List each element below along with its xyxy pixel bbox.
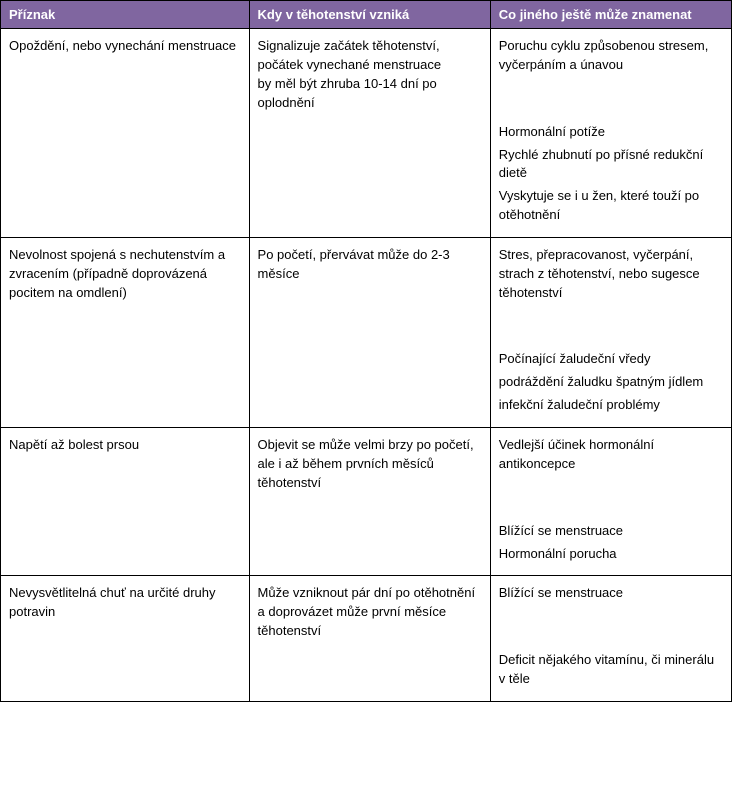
co-item: Poruchu cyklu způsobenou stresem,vyčerpá…	[499, 37, 723, 75]
co-item: Rychlé zhubnutí po přísné redukční dietě	[499, 146, 723, 184]
cell-priznak: Nevysvětlitelná chuť na určité druhy pot…	[1, 576, 250, 702]
spacer	[499, 607, 723, 651]
table-row: Napětí až bolest prsouObjevit se může ve…	[1, 427, 732, 575]
column-header-co: Co jiného ještě může znamenat	[490, 1, 731, 29]
cell-kdy: Po početí, přervávat může do 2-3 měsíce	[249, 237, 490, 427]
table-body: Opoždění, nebo vynechání menstruaceSigna…	[1, 29, 732, 702]
spacer	[499, 478, 723, 522]
co-item: podráždění žaludku špatným jídlem	[499, 373, 723, 392]
cell-co: Stres, přepracovanost, vyčerpání, strach…	[490, 237, 731, 427]
cell-priznak: Opoždění, nebo vynechání menstruace	[1, 29, 250, 238]
cell-priznak: Napětí až bolest prsou	[1, 427, 250, 575]
spacer	[499, 79, 723, 123]
cell-kdy: Signalizuje začátek těhotenství,počátek …	[249, 29, 490, 238]
co-item: Hormonální potíže	[499, 123, 723, 142]
co-item: Blížící se menstruace	[499, 584, 723, 603]
cell-kdy: Objevit se může velmi brzy po početí,ale…	[249, 427, 490, 575]
co-item: infekční žaludeční problémy	[499, 396, 723, 415]
cell-co: Poruchu cyklu způsobenou stresem,vyčerpá…	[490, 29, 731, 238]
co-item: Stres, přepracovanost, vyčerpání, strach…	[499, 246, 723, 303]
co-item: Deficit nějakého vitamínu, či minerálu v…	[499, 651, 723, 689]
cell-co: Vedlejší účinek hormonální antikoncepce B…	[490, 427, 731, 575]
table-row: Nevolnost spojená s nechutenstvím a zvra…	[1, 237, 732, 427]
co-item: Hormonální porucha	[499, 545, 723, 564]
column-header-priznak: Příznak	[1, 1, 250, 29]
co-item: Vedlejší účinek hormonální antikoncepce	[499, 436, 723, 474]
cell-co: Blížící se menstruace Deficit nějakého vi…	[490, 576, 731, 702]
table-row: Nevysvětlitelná chuť na určité druhy pot…	[1, 576, 732, 702]
table-row: Opoždění, nebo vynechání menstruaceSigna…	[1, 29, 732, 238]
co-item: Počínající žaludeční vředy	[499, 350, 723, 369]
table-header-row: Příznak Kdy v těhotenství vzniká Co jiné…	[1, 1, 732, 29]
cell-kdy: Může vzniknout pár dní po otěhotněnía do…	[249, 576, 490, 702]
spacer	[499, 306, 723, 350]
co-item: Vyskytuje se i u žen, které touží po otě…	[499, 187, 723, 225]
column-header-kdy: Kdy v těhotenství vzniká	[249, 1, 490, 29]
co-item: Blížící se menstruace	[499, 522, 723, 541]
cell-priznak: Nevolnost spojená s nechutenstvím a zvra…	[1, 237, 250, 427]
symptoms-table: Příznak Kdy v těhotenství vzniká Co jiné…	[0, 0, 732, 702]
